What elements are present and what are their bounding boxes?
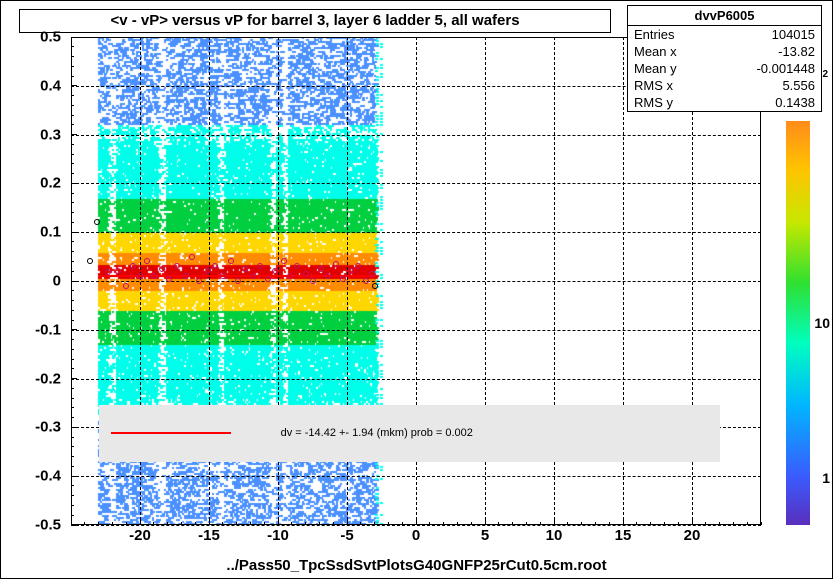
marker-point — [137, 273, 143, 279]
colorbar-label: 10 — [814, 315, 830, 331]
y-tick-label: 0.1 — [6, 224, 61, 241]
stats-value: -13.82 — [778, 44, 815, 59]
colorbar — [786, 121, 810, 525]
y-tick-label: 0.5 — [6, 29, 61, 46]
marker-point — [235, 278, 241, 284]
x-tick-label: -15 — [198, 527, 220, 544]
stats-label: Entries — [634, 27, 674, 42]
stats-label: RMS x — [634, 78, 673, 93]
marker-point — [130, 263, 136, 269]
stats-label: RMS y — [634, 95, 673, 110]
stats-row: RMS y 0.1438 — [628, 94, 821, 111]
marker-point — [250, 273, 256, 279]
marker-point — [325, 273, 331, 279]
stats-value: 104015 — [772, 27, 815, 42]
marker-point — [183, 273, 189, 279]
stats-row: Mean x -13.82 — [628, 43, 821, 60]
stats-value: -0.001448 — [756, 61, 815, 76]
marker-point — [303, 271, 309, 277]
marker-point — [355, 263, 361, 269]
x-tick-label: 20 — [684, 527, 701, 544]
marker-point — [333, 261, 339, 267]
y-tick-label: -0.3 — [6, 419, 61, 436]
marker-point — [348, 268, 354, 274]
legend-box: dv = -14.42 +- 1.94 (mkm) prob = 0.002 — [99, 405, 720, 461]
marker-point — [189, 254, 195, 260]
y-tick-label: 0.3 — [6, 126, 61, 143]
marker-point — [294, 263, 300, 269]
stats-label: Mean x — [634, 44, 677, 59]
marker-point — [144, 258, 150, 264]
marker-point — [159, 266, 165, 272]
marker-point — [105, 269, 111, 275]
x-tick-label: 0 — [412, 527, 420, 544]
y-axis-labels: -0.5-0.4-0.3-0.2-0.100.10.20.30.40.5 — [1, 37, 66, 525]
marker-point — [265, 276, 271, 282]
x-axis-labels: -20 -15 -10 -5 0 5 10 15 20 — [71, 525, 761, 545]
colorbar-label: 1 — [822, 470, 830, 486]
x-tick-label: 15 — [615, 527, 632, 544]
marker-point — [369, 271, 375, 277]
marker-point — [318, 266, 324, 272]
x-tick-label: -10 — [267, 527, 289, 544]
legend-line — [111, 432, 231, 434]
x-tick-label: 5 — [481, 527, 489, 544]
legend-text: dv = -14.42 +- 1.94 (mkm) prob = 0.002 — [281, 427, 473, 439]
y-tick-label: 0.2 — [6, 175, 61, 192]
stats-label: Mean y — [634, 61, 677, 76]
marker-open — [94, 219, 100, 225]
marker-point — [220, 273, 226, 279]
marker-point — [123, 283, 129, 289]
y-tick-label: 0.4 — [6, 77, 61, 94]
stats-value: 5.556 — [782, 78, 815, 93]
marker-point — [242, 266, 248, 272]
marker-point — [281, 258, 287, 264]
marker-point — [196, 278, 202, 284]
marker-point — [151, 273, 157, 279]
y-tick-label: -0.2 — [6, 370, 61, 387]
stats-row: RMS x 5.556 — [628, 77, 821, 94]
stats-value: 0.1438 — [775, 95, 815, 110]
stats-row: Entries 104015 — [628, 26, 821, 43]
chart-container: <v - vP> versus vP for barrel 3, layer 6… — [0, 0, 833, 579]
y-tick-label: -0.4 — [6, 468, 61, 485]
marker-point — [287, 273, 293, 279]
marker-point — [228, 258, 234, 264]
marker-point — [212, 263, 218, 269]
y-tick-label: -0.1 — [6, 321, 61, 338]
marker-point — [174, 263, 180, 269]
chart-title: <v - vP> versus vP for barrel 3, layer 6… — [19, 9, 611, 33]
stats-row: Mean y -0.001448 — [628, 60, 821, 77]
marker-point — [363, 278, 369, 284]
marker-open — [87, 258, 93, 264]
marker-point — [340, 276, 346, 282]
marker-point — [272, 268, 278, 274]
marker-point — [205, 268, 211, 274]
marker-open — [372, 283, 378, 289]
stats-box: dvvP6005 Entries104015Mean x-13.82Mean y… — [627, 5, 822, 112]
stats-title: dvvP6005 — [628, 6, 821, 26]
y-tick-label: -0.5 — [6, 517, 61, 534]
x-tick-label: -20 — [129, 527, 151, 544]
marker-point — [166, 276, 172, 282]
marker-point — [257, 263, 263, 269]
y-tick-label: 0 — [6, 273, 61, 290]
footer-text: ../Pass50_TpcSsdSvtPlotsG40GNFP25rCut0.5… — [1, 557, 832, 574]
marker-point — [310, 278, 316, 284]
x-tick-label: -5 — [340, 527, 353, 544]
x-tick-label: 10 — [546, 527, 563, 544]
marker-point — [115, 268, 121, 274]
